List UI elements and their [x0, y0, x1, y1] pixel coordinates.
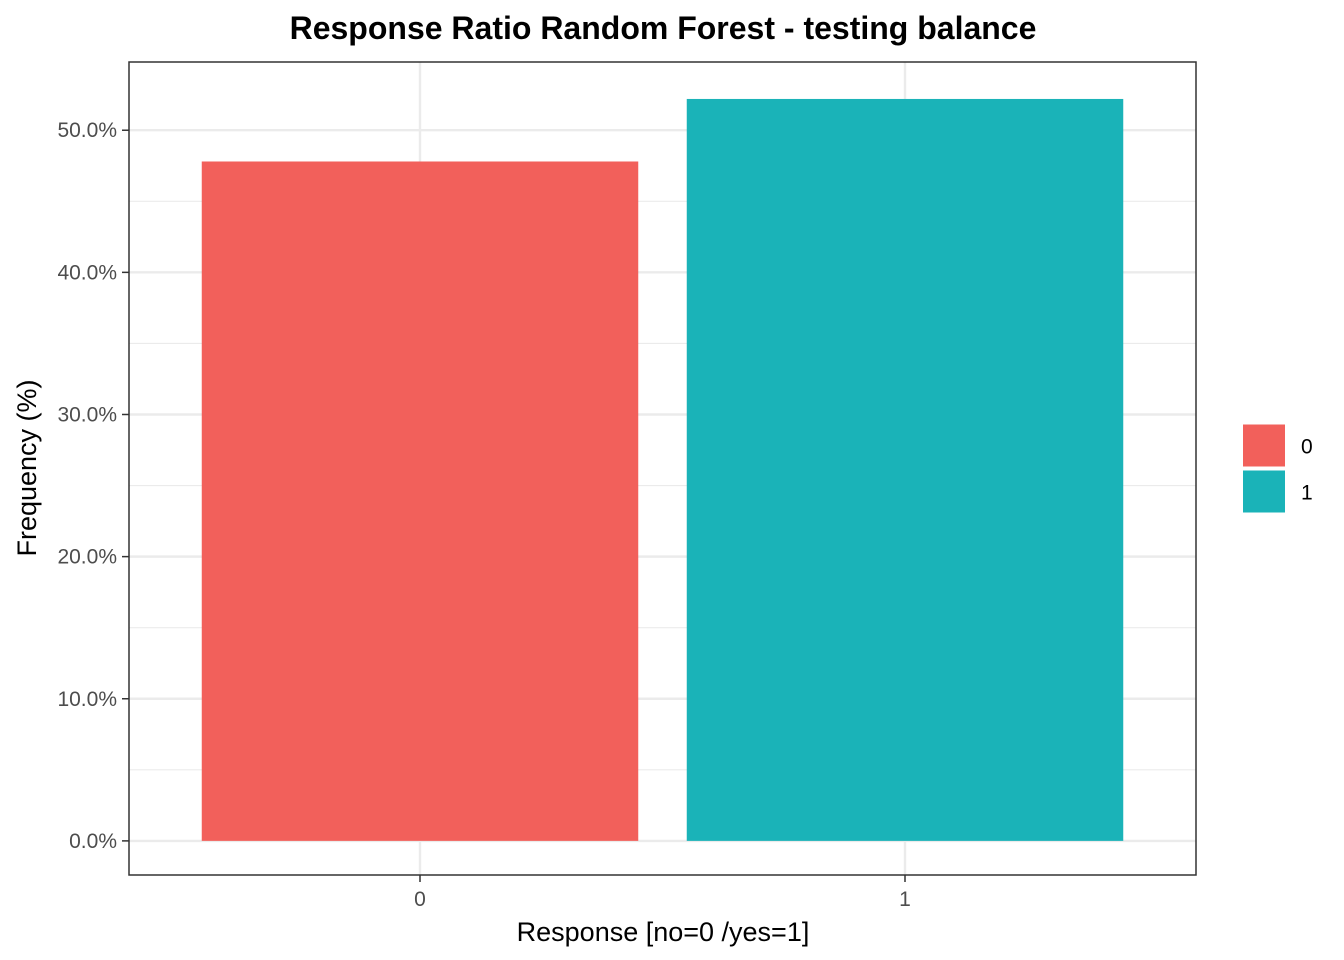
- legend-label: 1: [1301, 482, 1313, 505]
- legend-key-0: [1243, 424, 1285, 467]
- y-tick-label: 50.0%: [57, 119, 117, 142]
- chart-title: Response Ratio Random Forest - testing b…: [290, 10, 1037, 46]
- y-tick-label: 30.0%: [57, 403, 117, 426]
- x-tick-label: 1: [899, 888, 911, 911]
- y-tick-label: 20.0%: [57, 546, 117, 569]
- x-axis-title: Response [no=0 /yes=1]: [517, 917, 810, 947]
- y-tick-label: 10.0%: [57, 688, 117, 711]
- legend: 01: [1243, 424, 1313, 513]
- y-axis: 0.0% 10.0% 20.0% 30.0% 40.0% 50.0%: [57, 119, 129, 853]
- plot-panel-border: [128, 61, 1197, 876]
- y-axis-title: Frequency (%): [12, 379, 42, 556]
- legend-label: 0: [1301, 436, 1313, 459]
- bar-0: [201, 161, 639, 841]
- y-tick-label: 40.0%: [57, 261, 117, 284]
- legend-key-1: [1243, 470, 1285, 513]
- y-tick-label: 0.0%: [69, 830, 117, 853]
- bars: [201, 98, 1124, 841]
- x-tick-label: 0: [414, 888, 426, 911]
- bar-1: [686, 98, 1124, 841]
